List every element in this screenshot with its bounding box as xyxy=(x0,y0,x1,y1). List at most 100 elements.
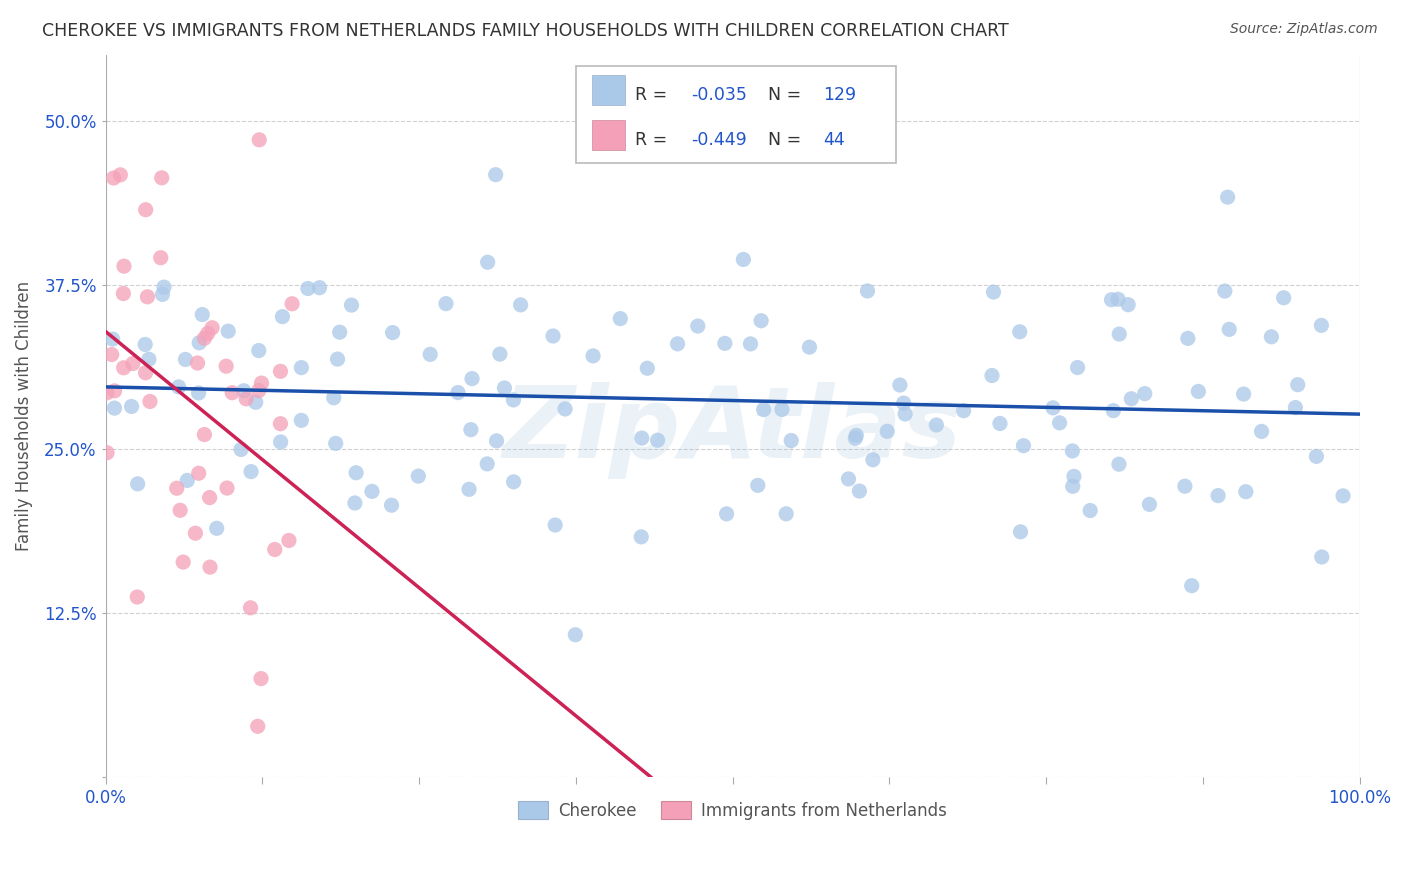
Point xyxy=(494,381,516,395)
Point xyxy=(281,297,304,311)
Point xyxy=(1108,326,1130,341)
Point xyxy=(1174,479,1197,493)
Point xyxy=(149,251,172,265)
Point xyxy=(952,403,974,417)
FancyBboxPatch shape xyxy=(592,120,624,151)
Point xyxy=(136,290,159,304)
Point xyxy=(544,518,567,533)
Point xyxy=(198,560,221,574)
Point xyxy=(247,384,270,398)
Point xyxy=(197,326,219,341)
FancyBboxPatch shape xyxy=(592,75,624,105)
Point xyxy=(215,359,238,374)
Point xyxy=(215,481,238,495)
Point xyxy=(1108,457,1130,471)
Point xyxy=(239,600,262,615)
Point xyxy=(184,526,207,541)
Point xyxy=(630,431,652,445)
Point xyxy=(1116,298,1139,312)
Point xyxy=(290,413,312,427)
Point xyxy=(245,395,267,409)
Point xyxy=(770,402,793,417)
Text: -0.449: -0.449 xyxy=(692,131,747,149)
Point xyxy=(232,384,254,398)
Point xyxy=(110,168,132,182)
Point xyxy=(174,352,197,367)
Point xyxy=(246,719,269,733)
Point xyxy=(191,308,214,322)
Point xyxy=(96,446,118,460)
Point xyxy=(247,343,270,358)
Text: N =: N = xyxy=(768,131,807,149)
Point xyxy=(461,371,484,385)
Point xyxy=(381,326,404,340)
Point xyxy=(127,476,149,491)
Point xyxy=(308,281,330,295)
Point xyxy=(250,672,273,686)
Point xyxy=(485,434,508,448)
Point xyxy=(889,378,911,392)
Point xyxy=(509,298,531,312)
Point xyxy=(458,483,481,497)
Point xyxy=(502,392,524,407)
Point xyxy=(205,521,228,535)
Legend: Cherokee, Immigrants from Netherlands: Cherokee, Immigrants from Netherlands xyxy=(512,795,955,826)
Point xyxy=(1063,469,1085,483)
Point xyxy=(1042,401,1064,415)
Point xyxy=(235,392,257,406)
Text: 44: 44 xyxy=(823,131,845,149)
Point xyxy=(1101,293,1123,307)
Point xyxy=(541,329,564,343)
Point xyxy=(112,259,135,273)
Point xyxy=(1010,524,1032,539)
Point xyxy=(101,332,124,346)
Point xyxy=(1102,403,1125,417)
Text: R =: R = xyxy=(636,131,672,149)
Point xyxy=(1331,489,1354,503)
Point xyxy=(326,352,349,367)
Point xyxy=(103,401,125,416)
Point xyxy=(290,360,312,375)
Point xyxy=(380,498,402,512)
Point xyxy=(477,457,499,471)
Point xyxy=(269,364,291,378)
Point xyxy=(799,340,821,354)
Point xyxy=(582,349,605,363)
Text: -0.035: -0.035 xyxy=(692,86,747,103)
Point xyxy=(1062,479,1084,493)
Point xyxy=(240,465,263,479)
Point xyxy=(201,320,224,334)
Point xyxy=(229,442,252,457)
Point xyxy=(502,475,524,489)
Point xyxy=(894,407,917,421)
Point xyxy=(221,385,243,400)
Point xyxy=(666,336,689,351)
Point xyxy=(554,401,576,416)
Point xyxy=(988,417,1011,431)
Point xyxy=(217,324,239,338)
Point xyxy=(121,357,143,371)
Point xyxy=(250,376,273,390)
Point xyxy=(193,331,215,345)
Point xyxy=(1284,401,1306,415)
Point xyxy=(103,171,125,186)
Point xyxy=(134,337,156,351)
Point xyxy=(1260,330,1282,344)
Point xyxy=(187,467,209,481)
Point xyxy=(1272,291,1295,305)
Point xyxy=(477,255,499,269)
Point xyxy=(434,296,457,310)
Point xyxy=(460,423,482,437)
Point xyxy=(1286,377,1309,392)
Point xyxy=(340,298,363,312)
Point xyxy=(893,396,915,410)
Point xyxy=(361,484,384,499)
Point xyxy=(636,361,658,376)
Point xyxy=(647,434,669,448)
Text: 129: 129 xyxy=(823,86,856,103)
Point xyxy=(848,484,870,499)
Point xyxy=(1187,384,1209,399)
Point xyxy=(193,427,215,442)
Point xyxy=(630,530,652,544)
Point xyxy=(925,417,948,432)
